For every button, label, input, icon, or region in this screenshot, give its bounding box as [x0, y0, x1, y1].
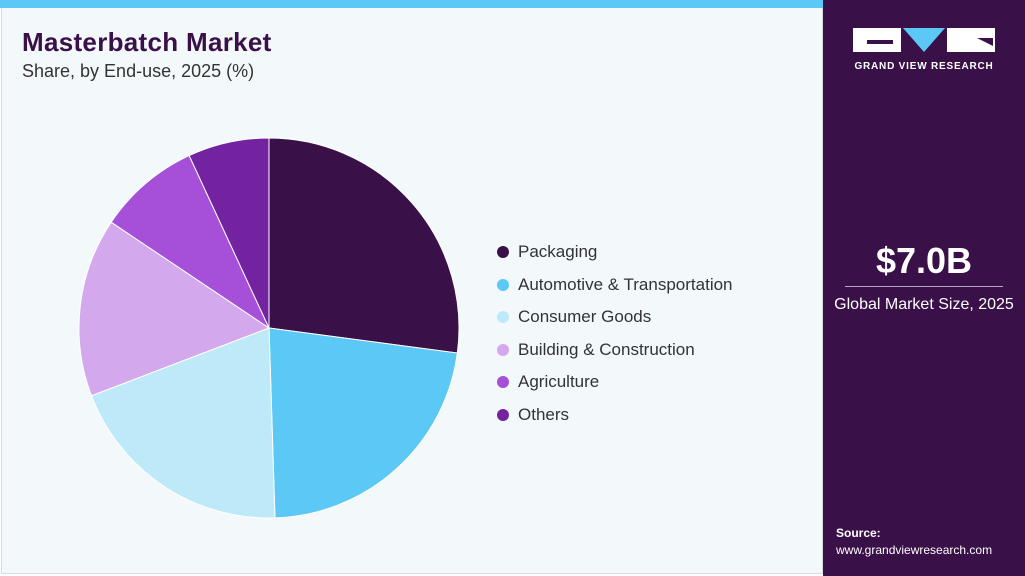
legend-item: Packaging: [497, 236, 733, 269]
legend-item: Building & Construction: [497, 334, 733, 367]
logo-text: GRAND VIEW RESEARCH: [854, 61, 994, 72]
source-link[interactable]: www.grandviewresearch.com: [836, 543, 993, 557]
legend-item: Others: [497, 399, 733, 432]
pie-slice-packaging: [268, 137, 460, 354]
legend-label: Others: [518, 404, 570, 424]
legend-marker: [497, 246, 509, 259]
pie-slice-automotive-transportation: [268, 327, 458, 519]
legend-label: Building & Construction: [518, 339, 695, 359]
chart-title: Masterbatch Market: [22, 27, 272, 57]
legend-item: Consumer Goods: [497, 301, 733, 334]
chart-subtitle: Share, by End-use, 2025 (%): [22, 61, 255, 81]
pie-slice-building-construction: [78, 221, 271, 397]
pie-slice-consumer-goods: [90, 327, 276, 519]
pie-slice-others: [188, 137, 270, 329]
legend-label: Consumer Goods: [518, 307, 652, 327]
pie-slice-agriculture: [110, 154, 271, 330]
source-label: Source:: [836, 526, 881, 540]
market-size-value: $7.0B: [875, 240, 973, 281]
legend-label: Automotive & Transportation: [518, 274, 733, 294]
legend-label: Agriculture: [518, 372, 600, 392]
legend-item: Automotive & Transportation: [497, 269, 733, 302]
legend-item: Agriculture: [497, 366, 733, 399]
legend-marker: [497, 343, 509, 356]
market-size-label: Global Market Size, 2025: [834, 296, 1014, 313]
legend-marker: [497, 408, 509, 421]
legend-marker: [497, 311, 509, 324]
pie-chart: [78, 137, 460, 519]
legend-marker: [497, 278, 509, 291]
legend: Packaging Automotive & Transportation Cons…: [497, 236, 733, 431]
legend-label: Packaging: [518, 242, 598, 262]
divider: [845, 286, 1003, 287]
legend-marker: [497, 376, 509, 389]
gvr-logo-icon: [853, 28, 995, 52]
sidebar: GRAND VIEW RESEARCH $7.0B Global Market …: [823, 0, 1025, 576]
accent-bar: [0, 0, 823, 8]
